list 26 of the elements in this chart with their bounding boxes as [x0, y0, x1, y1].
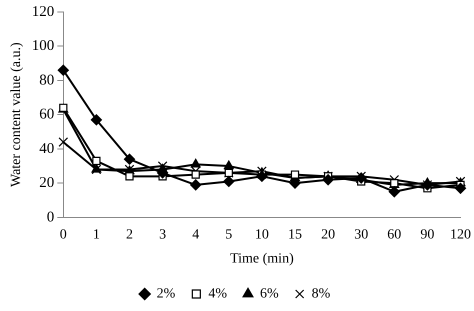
x-tick-label: 5 — [225, 227, 232, 242]
y-tick-label: 20 — [39, 175, 54, 192]
y-tick-label: 0 — [46, 209, 54, 226]
x-tick-label: 10 — [254, 227, 269, 242]
y-tick-label: 100 — [32, 38, 54, 54]
y-axis-title: Water content value (a.u.) — [9, 42, 24, 188]
x-tick-label: 15 — [288, 227, 302, 242]
y-tick-label: 120 — [32, 4, 54, 20]
legend-label: 6% — [260, 286, 279, 302]
y-tick-label: 80 — [39, 72, 54, 88]
x-axis-title: Time (min) — [230, 251, 294, 266]
legend-label: 8% — [312, 286, 331, 302]
y-tick-label: 40 — [39, 140, 54, 157]
x-tick-label: 4 — [192, 227, 200, 242]
x-tick-label: 1 — [92, 227, 100, 242]
x-tick-label: 60 — [387, 227, 402, 242]
y-tick-label: 60 — [39, 106, 54, 123]
x-tick-label: 0 — [60, 227, 67, 242]
x-tick-label: 3 — [159, 227, 166, 242]
x-tick-label: 20 — [321, 227, 336, 242]
x-tick-label: 2 — [126, 227, 133, 242]
legend-label: 2% — [156, 286, 176, 302]
x-tick-label: 120 — [450, 227, 471, 242]
x-tick-label: 90 — [420, 227, 434, 242]
x-tick-label: 30 — [354, 227, 368, 242]
legend-label: 4% — [208, 286, 228, 302]
